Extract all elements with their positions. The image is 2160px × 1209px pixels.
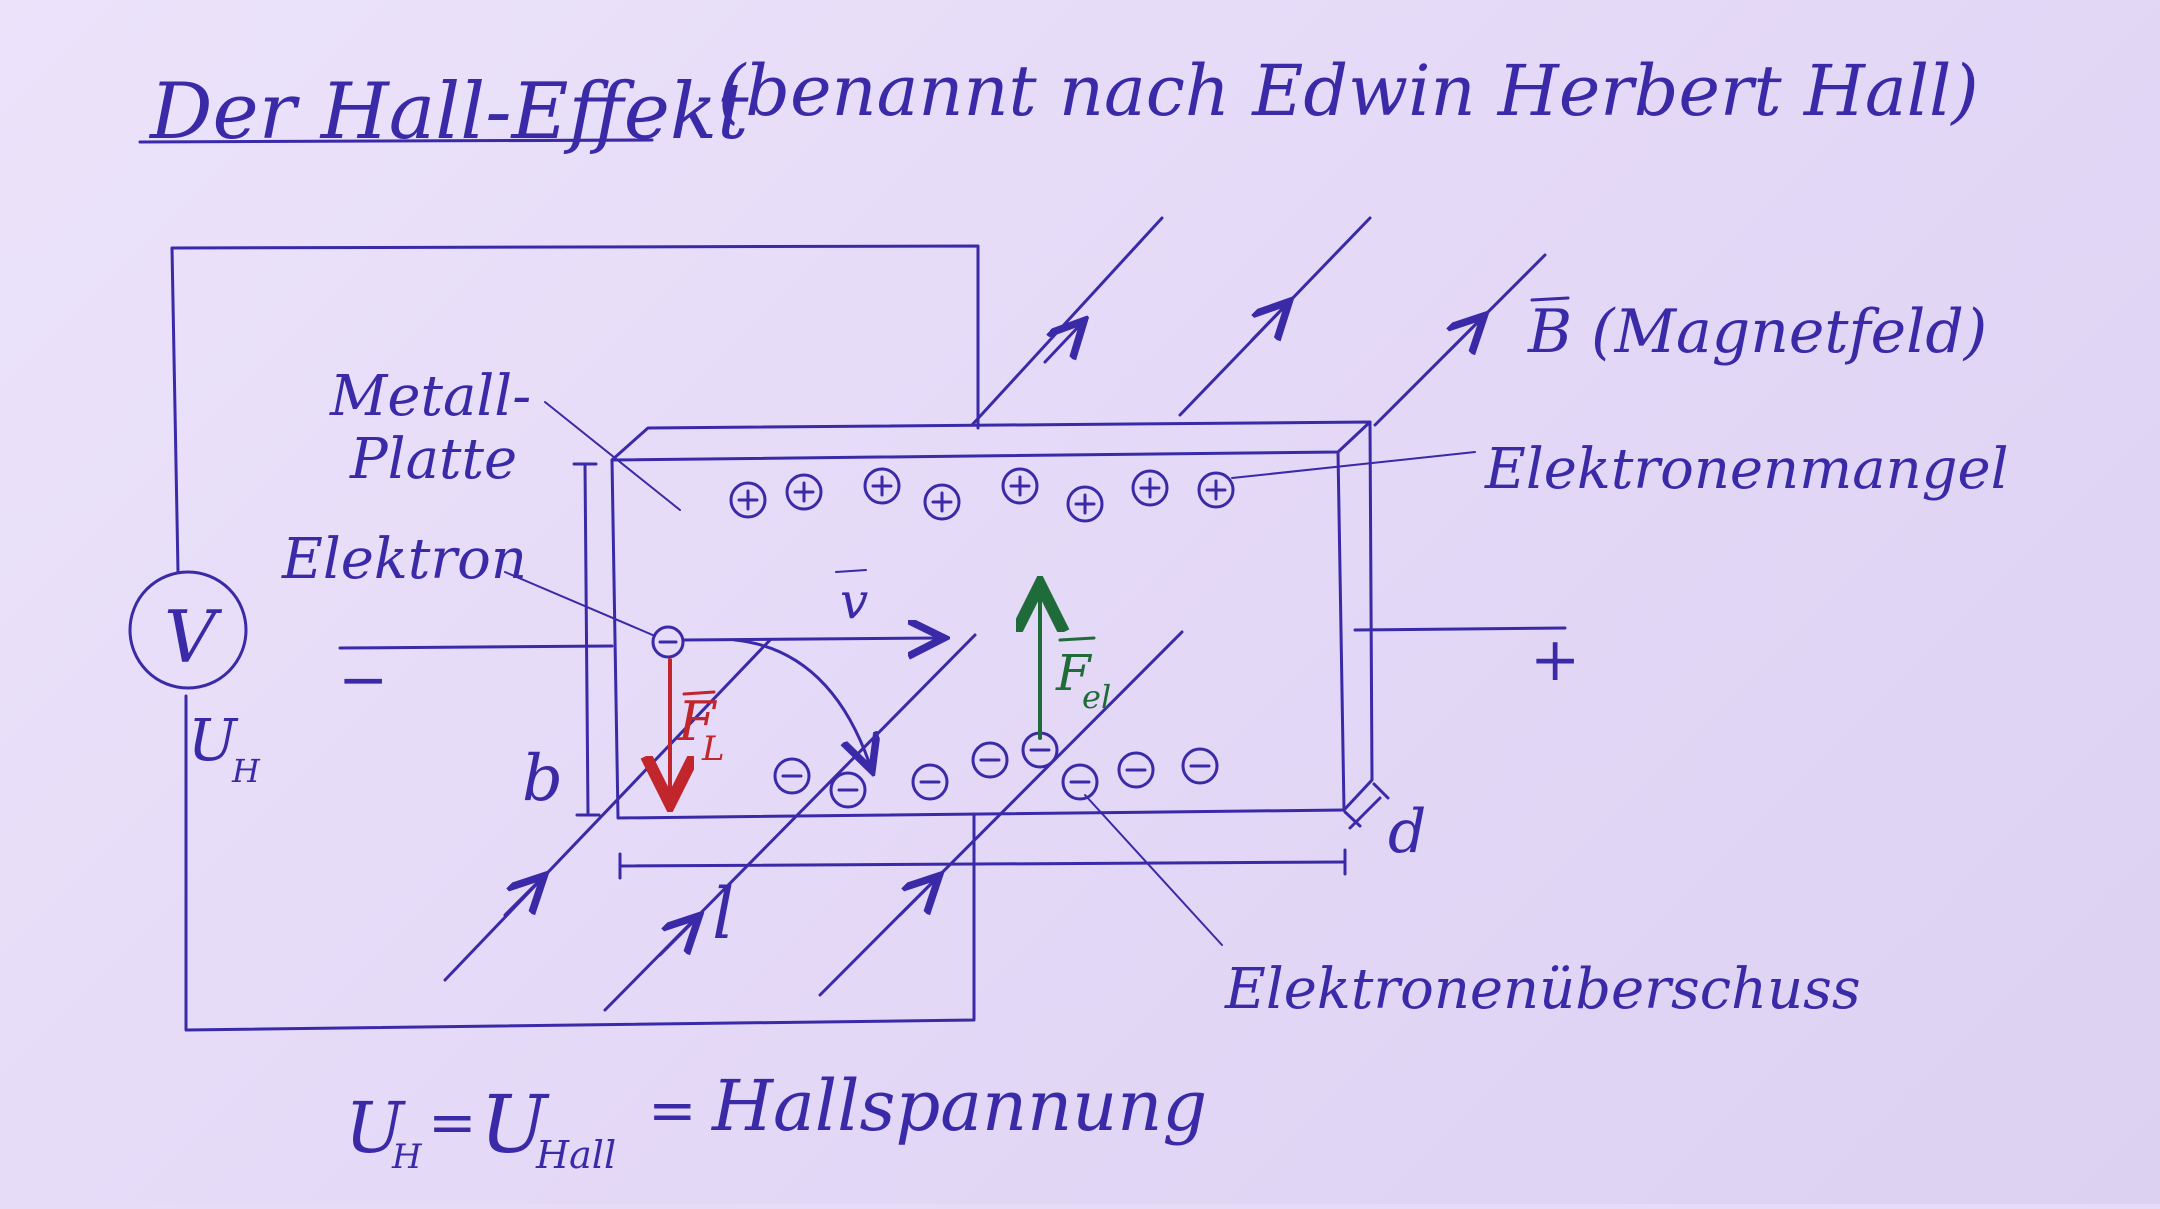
formula-mid: U: [480, 1078, 550, 1171]
formula-lhs-sub: H: [391, 1137, 423, 1177]
positive-charge: [1001, 467, 1039, 505]
thickness-label: d: [1388, 797, 1426, 867]
electron-pointer: [504, 571, 656, 637]
metal-plate-pointer: [544, 401, 681, 511]
electron-excess-label: Elektronenüberschuss: [1224, 957, 1861, 1022]
velocity-arrow: [682, 638, 938, 640]
metal-plate-label-line1: Metall-: [329, 364, 531, 429]
length-label: l: [712, 873, 734, 955]
plus-wire: [1353, 626, 1567, 632]
positive-charge: [1197, 471, 1235, 509]
minus-terminal: −: [338, 645, 388, 715]
hall-voltage-label: U: [188, 706, 239, 774]
title: Der Hall-Effekt: [148, 67, 749, 157]
voltmeter-label: V: [164, 595, 223, 679]
hall-voltage-circuit: V U H: [128, 244, 980, 1032]
negative-charge: [1181, 747, 1219, 785]
electron-excess-pointer: [1084, 794, 1223, 946]
lorentz-force-label: F: [677, 690, 718, 753]
formula-mid-sub: Hall: [535, 1133, 616, 1177]
electron-deficit-pointer: [1231, 451, 1476, 479]
electron-trajectory: [733, 638, 870, 765]
electric-force-sub: el: [1082, 678, 1111, 716]
formula: U H = U Hall = Hallspannung: [345, 1065, 1207, 1177]
plus-terminal: +: [1530, 625, 1580, 695]
title-underline: [138, 138, 654, 144]
lorentz-force-sub: L: [701, 729, 725, 769]
positive-charges: [729, 467, 1235, 523]
positive-charge: [923, 483, 961, 521]
negative-charge: [773, 757, 811, 795]
magnetic-field-lines: [443, 216, 1547, 1012]
dimension-d: [1343, 782, 1390, 830]
electron-label: Elektron: [281, 527, 527, 592]
formula-rhs: Hallspannung: [710, 1065, 1207, 1147]
metal-plate-label-line2: Platte: [349, 427, 517, 492]
positive-charge: [1131, 469, 1169, 507]
positive-charge: [863, 467, 901, 505]
dimension-l: [618, 848, 1347, 880]
velocity-vector-bar: [835, 569, 867, 573]
moving-electron: [651, 625, 685, 659]
positive-charge: [1066, 485, 1104, 523]
positive-charge: [785, 473, 823, 511]
velocity-label: v: [840, 572, 868, 630]
b-vector-arrow: [1530, 296, 1570, 302]
minus-wire: [338, 644, 614, 650]
width-label: b: [522, 742, 563, 816]
subtitle: (benannt nach Edwin Herbert Hall): [718, 50, 1979, 132]
formula-eq1: =: [428, 1088, 477, 1156]
positive-charge: [729, 481, 767, 519]
formula-eq2: =: [648, 1076, 697, 1144]
dimension-b: [572, 462, 601, 817]
negative-charge: [911, 763, 949, 801]
negative-charges: [773, 731, 1219, 809]
voltmeter: [128, 570, 248, 690]
negative-charge: [1061, 763, 1099, 801]
hall-voltage-sub: H: [231, 752, 261, 790]
negative-charge: [971, 741, 1009, 779]
electric-vector-bar: [1058, 636, 1096, 642]
lorentz-vector-bar: [682, 690, 716, 696]
electron-deficit-label: Elektronenmangel: [1484, 437, 2009, 502]
formula-lhs: U: [345, 1087, 406, 1169]
negative-charge: [829, 771, 867, 809]
electric-force-label: F: [1055, 644, 1093, 702]
b-field-label: B (Magnetfeld): [1527, 297, 1987, 367]
negative-charge: [1117, 751, 1155, 789]
